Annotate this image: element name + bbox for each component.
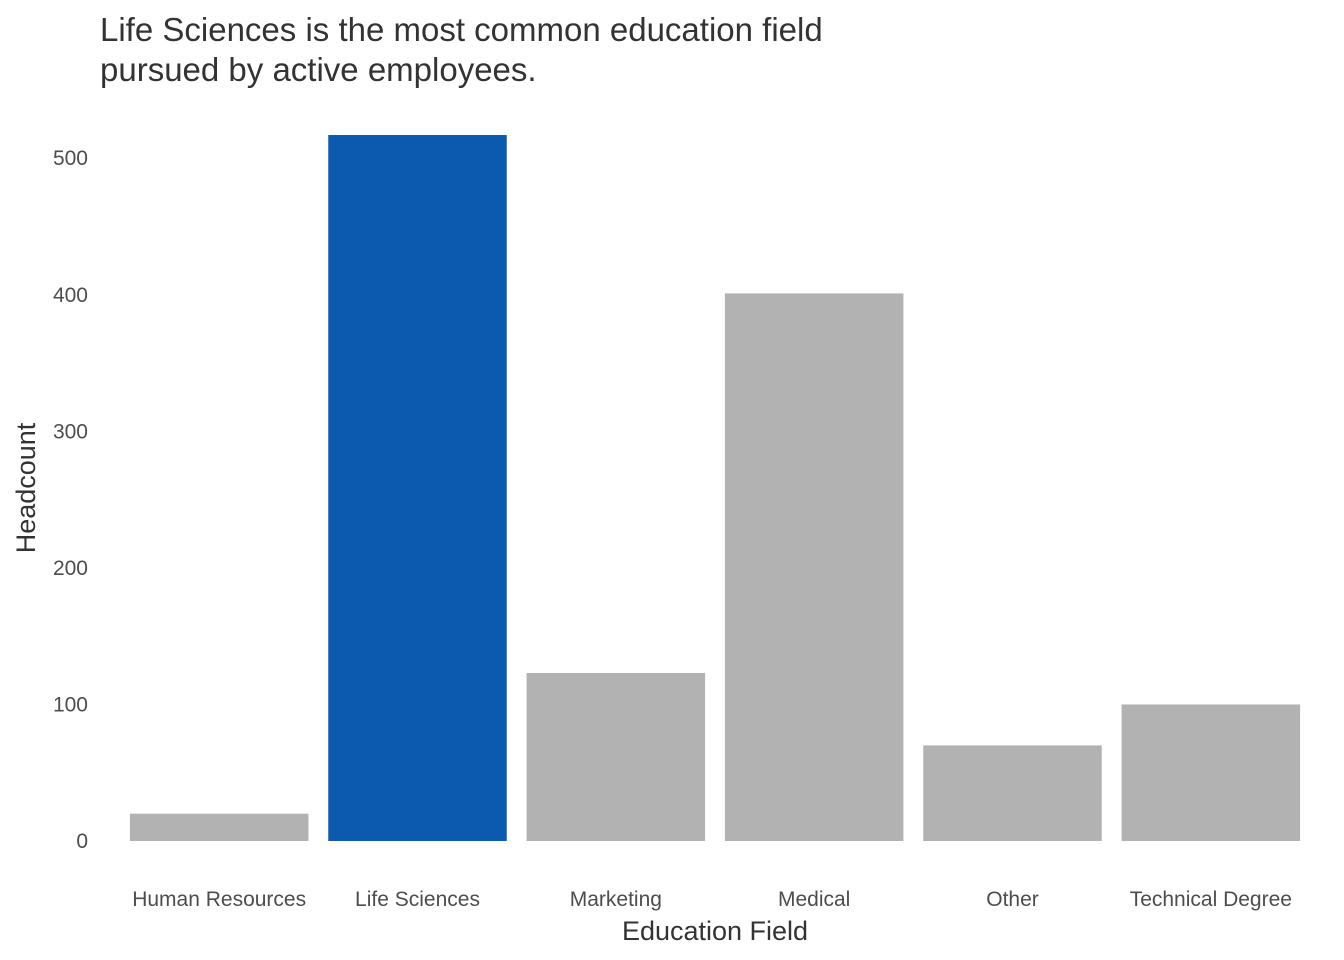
y-tick-label: 0 [76,830,88,853]
y-axis-ticks: 0 100 200 300 400 500 [53,147,88,853]
chart-title: Life Sciences is the most common educati… [100,10,1000,90]
bar-medical [724,293,904,841]
x-tick-label: Medical [778,888,850,911]
chart-title-line-1: Life Sciences is the most common educati… [100,11,823,48]
y-tick-label: 400 [53,284,88,307]
bar-marketing [526,673,706,841]
y-tick-label: 300 [53,420,88,443]
bars [129,135,1301,841]
y-tick-label: 100 [53,693,88,716]
x-axis-ticks: Human Resources Life Sciences Marketing Med… [132,888,1292,911]
x-axis-title: Education Field [622,916,808,946]
y-axis-title: Headcount [11,422,41,553]
bar-other [923,745,1102,841]
bar-life-sciences [328,135,507,841]
bar-technical-degree [1121,704,1301,841]
x-tick-label: Marketing [570,888,662,911]
x-tick-label: Life Sciences [355,888,480,911]
x-tick-label: Other [986,888,1039,911]
x-tick-label: Human Resources [132,888,306,911]
bar-human-resources [129,813,309,841]
x-tick-label: Technical Degree [1130,888,1292,911]
y-tick-label: 500 [53,147,88,170]
y-tick-label: 200 [53,557,88,580]
chart-title-line-2: pursued by active employees. [100,51,537,88]
